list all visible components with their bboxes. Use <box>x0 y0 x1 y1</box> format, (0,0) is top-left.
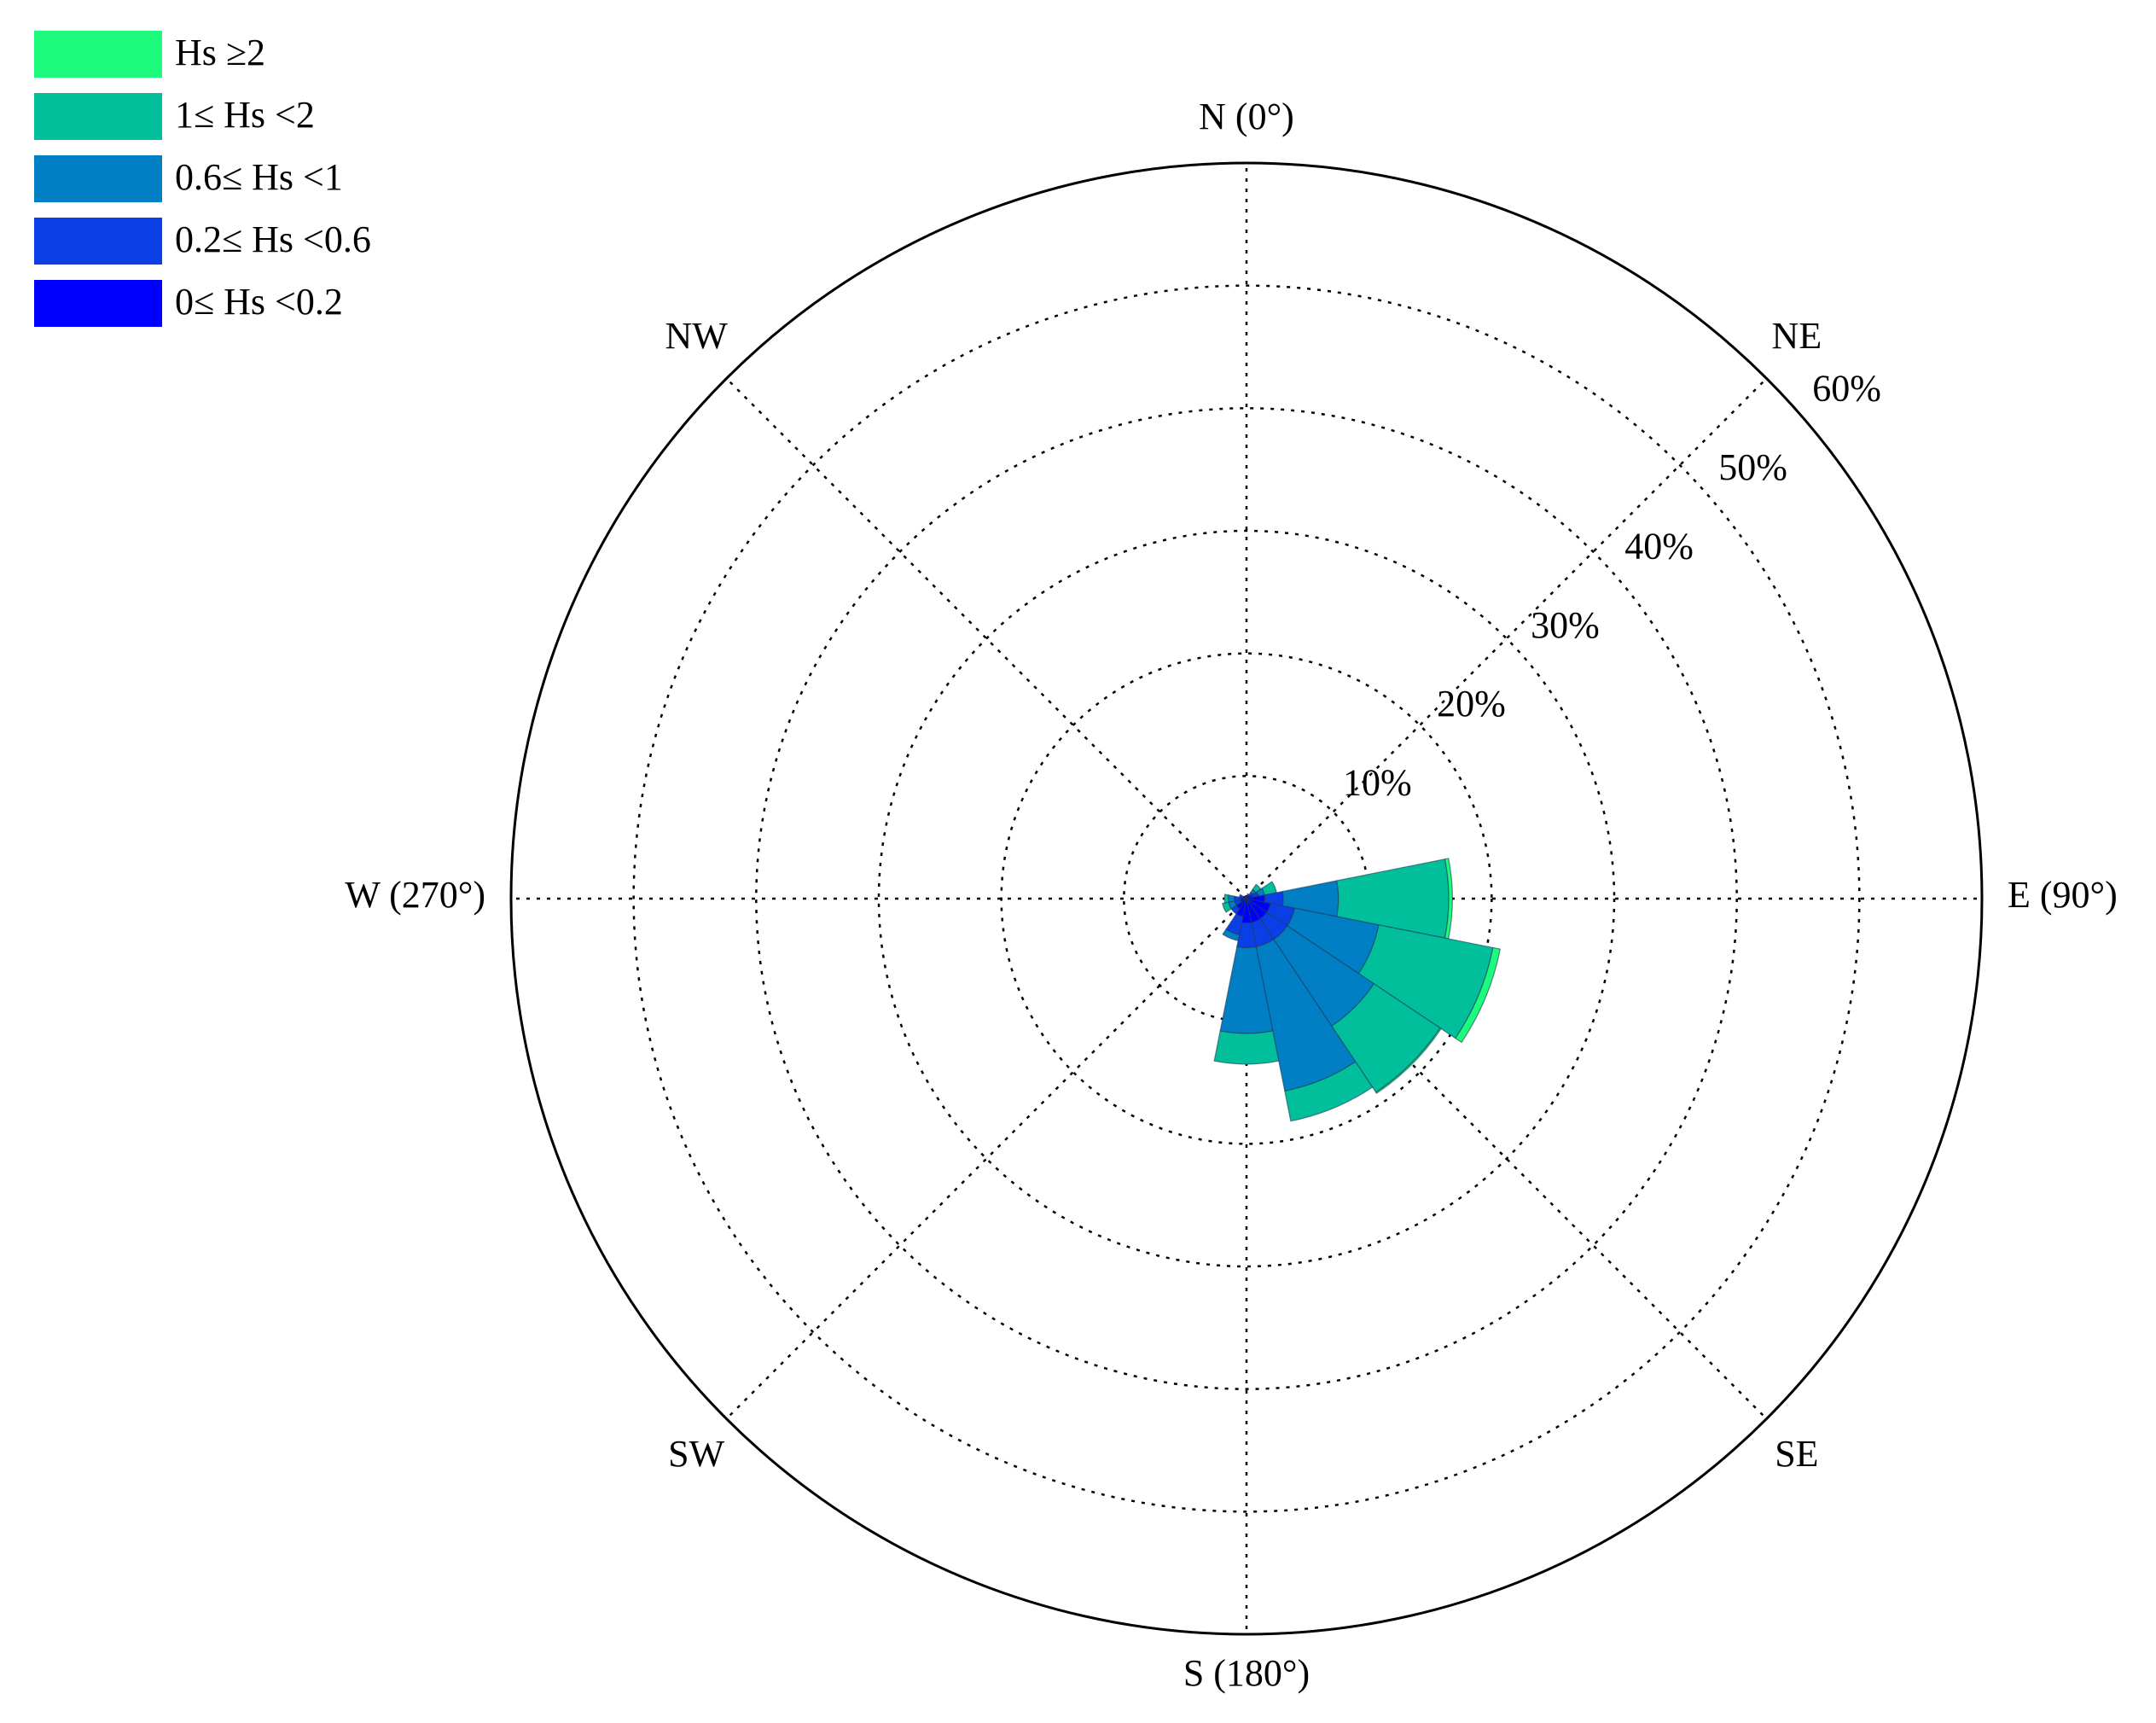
direction-label: NW <box>665 315 728 357</box>
legend-label: 0≤ Hs <0.2 <box>175 281 343 323</box>
direction-label: N (0°) <box>1199 96 1294 137</box>
r-tick-label: 30% <box>1531 604 1600 646</box>
sector <box>1455 946 1502 1044</box>
legend-swatch <box>34 155 162 202</box>
grid-ring <box>1000 652 1493 1145</box>
direction-label: SE <box>1775 1433 1818 1475</box>
sector <box>1374 1027 1442 1094</box>
grid-ring <box>877 529 1616 1268</box>
direction-label: E (90°) <box>2008 874 2118 916</box>
spoke <box>1246 377 1768 899</box>
direction-label: SW <box>668 1433 724 1475</box>
legend-label: 0.6≤ Hs <1 <box>175 156 343 198</box>
sector <box>1284 1061 1374 1122</box>
sector <box>1238 894 1245 899</box>
outer-ring <box>509 161 1984 1636</box>
direction-label: S (180°) <box>1183 1652 1310 1694</box>
legend-label: Hs ≥2 <box>175 32 265 73</box>
legend-swatch <box>34 31 162 78</box>
legend-swatch <box>34 280 162 327</box>
r-tick-label: 40% <box>1624 525 1694 567</box>
grid-ring <box>632 284 1861 1513</box>
sector <box>1227 894 1235 903</box>
grid-ring <box>755 407 1738 1390</box>
r-tick-label: 20% <box>1437 683 1506 725</box>
legend-swatch <box>34 93 162 140</box>
spoke <box>725 898 1247 1420</box>
sector <box>1223 894 1229 904</box>
legend-swatch <box>34 218 162 265</box>
sector <box>1213 1030 1280 1065</box>
direction-label: NE <box>1772 315 1822 357</box>
legend-label: 0.2≤ Hs <0.6 <box>175 218 371 260</box>
r-tick-label: 50% <box>1718 446 1787 488</box>
sector <box>1244 895 1247 899</box>
r-tick-label: 60% <box>1812 368 1881 410</box>
r-tick-label: 10% <box>1343 761 1412 803</box>
direction-label: W (270°) <box>345 874 485 916</box>
legend-label: 1≤ Hs <2 <box>175 94 315 136</box>
sector <box>1222 928 1241 942</box>
